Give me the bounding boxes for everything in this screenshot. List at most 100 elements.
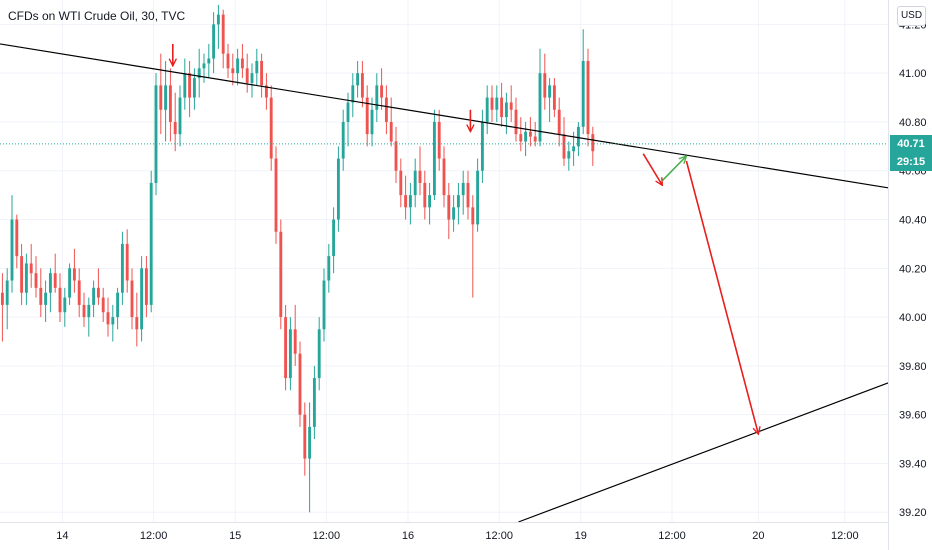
candle <box>408 182 412 225</box>
candle <box>317 317 321 391</box>
candle-body <box>418 170 422 183</box>
candle-body <box>370 109 374 135</box>
candle-body <box>485 97 489 122</box>
candle <box>356 60 360 98</box>
candle-body <box>380 85 384 98</box>
currency-button[interactable]: USD <box>897 6 926 26</box>
y-tick-label: 39.80 <box>899 361 927 373</box>
candle <box>586 48 590 147</box>
upper-trendline[interactable] <box>0 43 889 189</box>
candle-body <box>269 97 273 159</box>
candle <box>183 58 187 110</box>
candle-body <box>303 414 307 459</box>
candle <box>221 9 225 69</box>
candle <box>58 273 62 322</box>
bounce-arrow[interactable] <box>661 156 686 182</box>
drop-arrow[interactable] <box>642 153 662 186</box>
candle-body <box>260 60 264 86</box>
x-tick-label: 19 <box>575 530 587 542</box>
candle-body <box>44 292 48 305</box>
candle <box>533 121 537 147</box>
candle <box>264 73 268 110</box>
candle-body <box>82 304 86 318</box>
candle-body <box>552 85 556 110</box>
candle-body <box>543 73 547 98</box>
candle <box>164 60 168 142</box>
candle <box>456 182 460 225</box>
candle-body <box>144 268 148 305</box>
candle <box>197 48 201 98</box>
candle-body <box>231 68 235 74</box>
candle-body <box>389 121 393 142</box>
candle-body <box>346 102 350 122</box>
candle-body <box>192 78 196 98</box>
candle <box>0 273 4 342</box>
candle <box>375 73 379 122</box>
candle <box>226 43 230 79</box>
candle-body <box>476 170 480 225</box>
candle <box>279 219 283 330</box>
candle-body <box>394 141 398 171</box>
candle <box>68 263 72 305</box>
countdown-tag: 29:15 <box>890 152 932 171</box>
y-tick-label: 40.00 <box>899 312 927 324</box>
candle-body <box>456 195 460 208</box>
y-axis[interactable]: 39.2039.4039.6039.8040.0040.2040.4040.60… <box>888 0 932 550</box>
candle-body <box>197 68 201 79</box>
grid <box>0 0 888 522</box>
candle <box>389 97 393 147</box>
candle <box>351 73 355 118</box>
candle-body <box>308 426 312 459</box>
candle-body <box>495 97 499 110</box>
candle <box>15 214 19 269</box>
target-arrow[interactable] <box>685 160 758 434</box>
candle <box>413 158 417 208</box>
candle <box>528 117 532 147</box>
x-axis[interactable]: 14 12:00 15 12:00 16 12:00 19 12:00 20 12:00 <box>0 522 888 550</box>
candle <box>140 256 144 342</box>
candle <box>284 304 288 391</box>
candle <box>106 297 110 337</box>
lower-trendline[interactable] <box>518 382 889 523</box>
candle <box>418 146 422 196</box>
chart-title: CFDs on WTI Crude Oil, 30, TVC <box>8 9 186 23</box>
candle <box>116 287 120 330</box>
candle <box>466 170 470 220</box>
candle <box>255 48 259 86</box>
candle-body <box>591 134 595 152</box>
candle-body <box>212 24 216 59</box>
candle <box>576 121 580 157</box>
x-tick-label: 12:00 <box>485 530 513 542</box>
candle <box>480 109 484 183</box>
candle-body <box>39 287 43 305</box>
last-price-tag: 40.71 <box>890 134 932 153</box>
candle <box>260 53 264 98</box>
candle <box>168 68 172 142</box>
candle <box>87 297 91 337</box>
candle <box>135 292 139 347</box>
candle-body <box>245 68 249 83</box>
candle-body <box>183 73 187 98</box>
candle <box>432 109 436 201</box>
candle <box>370 97 374 147</box>
candle <box>399 158 403 208</box>
candle-body <box>236 58 240 74</box>
candle-body <box>572 146 576 152</box>
candle <box>149 170 153 313</box>
candle-body <box>548 85 552 98</box>
candle-body <box>159 85 163 110</box>
candle <box>207 43 211 79</box>
candle-body <box>77 280 81 305</box>
candle-body <box>140 268 144 330</box>
candle <box>188 60 192 118</box>
candle-body <box>255 60 259 74</box>
candle-body <box>519 134 523 142</box>
candle-body <box>317 329 321 379</box>
candle-body <box>586 60 590 135</box>
candle-body <box>116 292 120 318</box>
candle-body <box>509 102 513 110</box>
candle-body <box>428 195 432 208</box>
y-tick-label: 39.60 <box>899 410 927 422</box>
candle <box>212 12 216 74</box>
